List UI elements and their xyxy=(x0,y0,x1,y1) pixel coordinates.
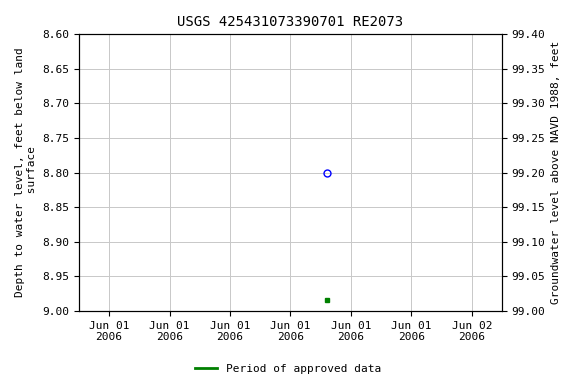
Y-axis label: Groundwater level above NAVD 1988, feet: Groundwater level above NAVD 1988, feet xyxy=(551,41,561,304)
Title: USGS 425431073390701 RE2073: USGS 425431073390701 RE2073 xyxy=(177,15,403,29)
Legend: Period of approved data: Period of approved data xyxy=(191,359,385,379)
Y-axis label: Depth to water level, feet below land
 surface: Depth to water level, feet below land su… xyxy=(15,48,37,298)
